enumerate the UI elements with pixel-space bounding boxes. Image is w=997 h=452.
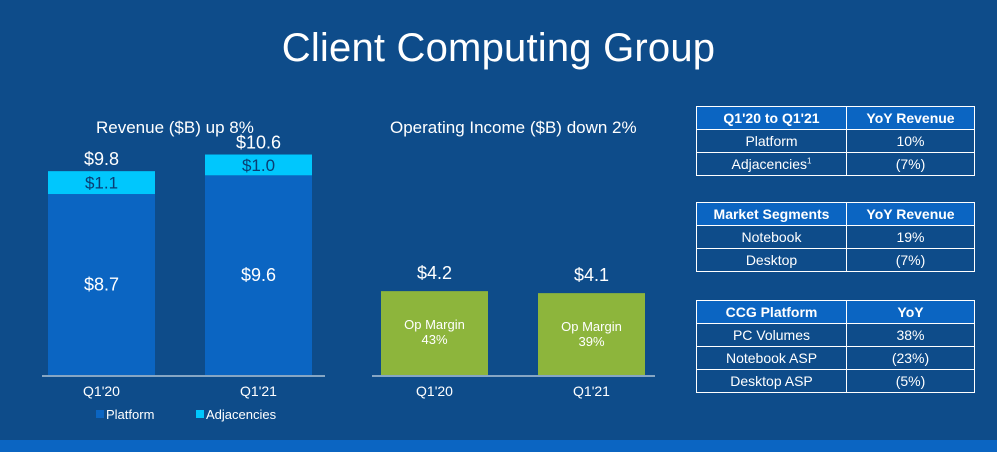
table-row: Notebook 19% bbox=[696, 225, 975, 249]
x-tick-label: Q1'21 bbox=[573, 383, 610, 399]
income-bar bbox=[538, 293, 645, 375]
table-cell: Desktop ASP bbox=[696, 369, 847, 393]
bottom-accent-band bbox=[0, 440, 997, 452]
ccg-platform-table: CCG Platform YoY PC Volumes 38% Notebook… bbox=[696, 300, 975, 393]
op-margin-label: Op Margin bbox=[561, 319, 622, 334]
footnote-marker: 1 bbox=[807, 156, 812, 166]
income-chart-title: Operating Income ($B) down 2% bbox=[390, 118, 637, 137]
table-row: Desktop (7%) bbox=[696, 248, 975, 272]
table-header-cell: CCG Platform bbox=[696, 300, 847, 324]
legend-platform-label: Platform bbox=[106, 407, 154, 422]
total-value-label: $10.6 bbox=[236, 133, 281, 153]
table-cell: 19% bbox=[846, 225, 975, 249]
table-cell: (7%) bbox=[846, 152, 975, 176]
table-cell: (23%) bbox=[846, 346, 975, 370]
platform-value-label: $9.6 bbox=[241, 265, 276, 285]
table-cell: Platform bbox=[696, 129, 847, 153]
adjacencies-value-label: $1.1 bbox=[85, 174, 118, 193]
table-cell-label: Adjacencies bbox=[731, 156, 808, 172]
table-header-cell: YoY Revenue bbox=[846, 106, 975, 130]
op-margin-value: 39% bbox=[578, 334, 604, 349]
platform-bar bbox=[48, 194, 155, 375]
table-header-cell: Market Segments bbox=[696, 202, 847, 226]
platform-bar bbox=[205, 175, 312, 375]
table-header-cell: Q1'20 to Q1'21 bbox=[696, 106, 847, 130]
income-value-label: $4.2 bbox=[417, 263, 452, 283]
legend-adjacencies-label: Adjacencies bbox=[206, 407, 277, 422]
table-cell: 38% bbox=[846, 323, 975, 347]
income-bar bbox=[381, 291, 488, 375]
table-row: Notebook ASP (23%) bbox=[696, 346, 975, 370]
adjacencies-value-label: $1.0 bbox=[242, 156, 275, 175]
table-row: Platform 10% bbox=[696, 129, 975, 153]
legend-adjacencies-swatch bbox=[196, 410, 204, 418]
table-header-cell: YoY bbox=[846, 300, 975, 324]
table-row: Adjacencies1 (7%) bbox=[696, 152, 975, 176]
x-tick-label: Q1'21 bbox=[240, 383, 277, 399]
op-margin-label: Op Margin bbox=[404, 317, 465, 332]
adjacencies-bar bbox=[48, 171, 155, 195]
table-row: PC Volumes 38% bbox=[696, 323, 975, 347]
revenue-growth-table: Q1'20 to Q1'21 YoY Revenue Platform 10% … bbox=[696, 106, 975, 176]
legend-platform-swatch bbox=[96, 410, 104, 418]
table-cell: Notebook bbox=[696, 225, 847, 249]
table-row: Desktop ASP (5%) bbox=[696, 369, 975, 393]
income-value-label: $4.1 bbox=[574, 265, 609, 285]
page-title: Client Computing Group bbox=[281, 26, 716, 70]
market-segments-table: Market Segments YoY Revenue Notebook 19%… bbox=[696, 202, 975, 272]
table-cell: Adjacencies1 bbox=[696, 152, 847, 176]
op-margin-value: 43% bbox=[421, 332, 447, 347]
table-cell: 10% bbox=[846, 129, 975, 153]
platform-value-label: $8.7 bbox=[84, 275, 119, 295]
table-cell: Notebook ASP bbox=[696, 346, 847, 370]
revenue-chart-title: Revenue ($B) up 8% bbox=[96, 118, 254, 137]
table-cell: (7%) bbox=[846, 248, 975, 272]
table-cell: PC Volumes bbox=[696, 323, 847, 347]
table-cell: Desktop bbox=[696, 248, 847, 272]
x-tick-label: Q1'20 bbox=[83, 383, 120, 399]
table-cell: (5%) bbox=[846, 369, 975, 393]
table-header-cell: YoY Revenue bbox=[846, 202, 975, 226]
total-value-label: $9.8 bbox=[84, 149, 119, 169]
x-tick-label: Q1'20 bbox=[416, 383, 453, 399]
adjacencies-bar bbox=[205, 154, 312, 176]
